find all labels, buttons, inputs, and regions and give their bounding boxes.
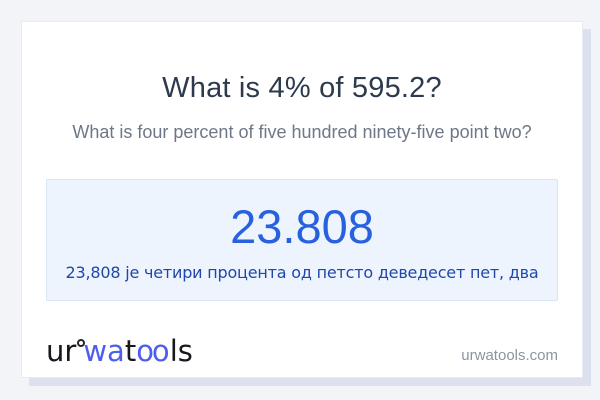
urwatools-logo[interactable]: ur watools bbox=[46, 334, 193, 369]
question-title: What is 4% of 595.2? bbox=[162, 72, 442, 104]
answer-value: 23.808 bbox=[230, 199, 374, 253]
logo-text-oo: oo bbox=[136, 334, 169, 369]
site-domain-link[interactable]: urwatools.com bbox=[461, 347, 558, 364]
answer-panel: 23.808 23,808 је четири процента од петс… bbox=[46, 179, 558, 301]
answer-sentence-cyrillic: 23,808 је четири процента од петсто деве… bbox=[65, 262, 539, 282]
logo-text-t: t bbox=[124, 334, 137, 369]
logo-text-wa: wa bbox=[83, 334, 125, 369]
question-subtitle: What is four percent of five hundred nin… bbox=[72, 122, 532, 142]
logo-text-ur: ur bbox=[46, 334, 77, 369]
card-footer: ur watools urwatools.com bbox=[46, 334, 558, 377]
logo-text-ls: ls bbox=[169, 334, 193, 369]
result-card: What is 4% of 595.2? What is four percen… bbox=[21, 21, 583, 378]
logo-ring-icon bbox=[77, 339, 86, 348]
